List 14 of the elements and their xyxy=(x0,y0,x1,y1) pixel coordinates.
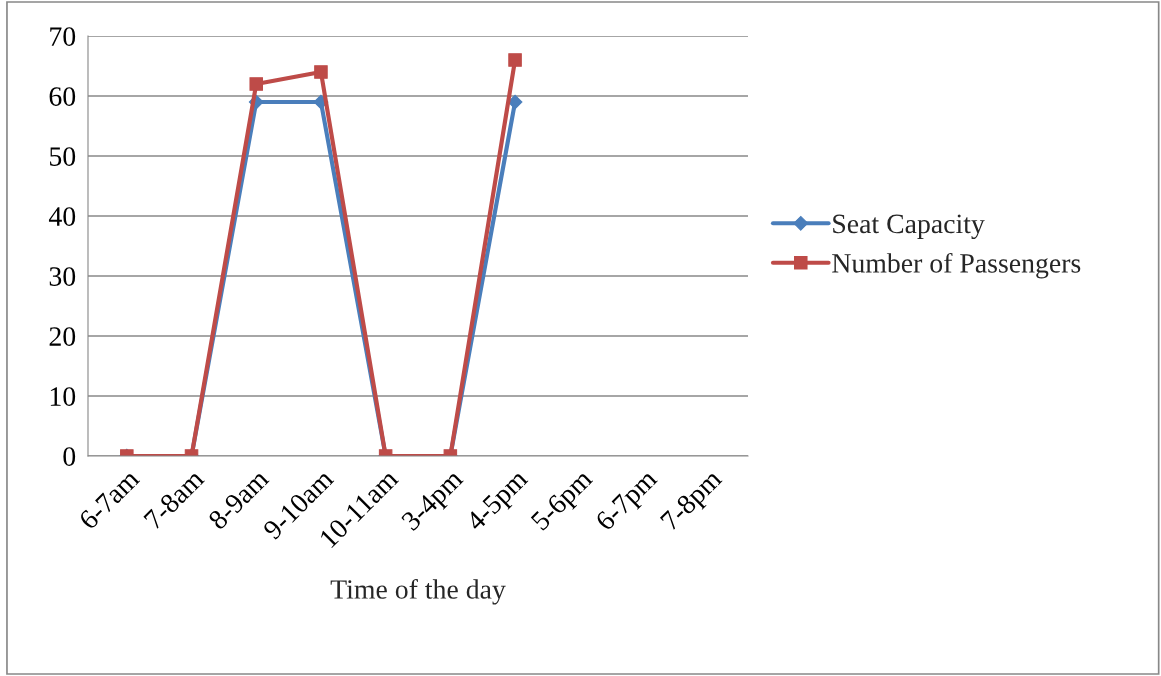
x-axis-title: Time of the day xyxy=(330,579,506,605)
y-tick-label: 50 xyxy=(50,147,76,166)
y-tick-label: 40 xyxy=(48,207,76,226)
legend-label: Number of Passengers xyxy=(832,252,1081,279)
y-tick-label: 10 xyxy=(50,387,76,406)
point xyxy=(508,53,522,67)
y-tick-label: 60 xyxy=(49,87,76,106)
point xyxy=(314,65,328,79)
y-tick-label: 70 xyxy=(50,27,76,46)
y-tick-label: 30 xyxy=(49,267,76,286)
legend-label: Seat Capacity xyxy=(833,214,985,239)
y-tick-label: 0 xyxy=(63,447,76,466)
y-tick-label: 20 xyxy=(49,327,76,346)
point xyxy=(249,77,263,91)
